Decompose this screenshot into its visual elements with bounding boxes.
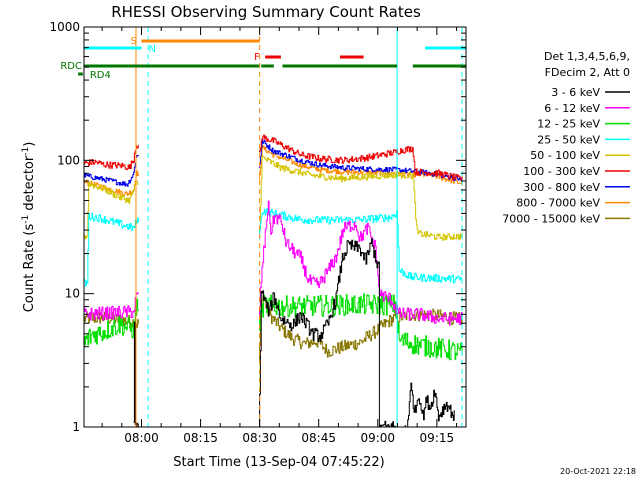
x-tick-label-4: 08:45	[301, 431, 336, 445]
y-tick-label-3: 100	[57, 153, 80, 167]
legend-label-4: 25 - 50 keV	[537, 133, 600, 146]
flag-label-n: N	[148, 44, 155, 55]
legend-label-7: 300 - 800 keV	[523, 181, 600, 194]
x-tick-label-5: 09:00	[360, 431, 395, 445]
flag-label-s: S	[130, 36, 136, 47]
legend-label-3: 12 - 25 keV	[537, 118, 600, 131]
flag-label-f: F	[254, 52, 260, 63]
y-tick-label-4: 1000	[49, 20, 80, 34]
series-layer	[84, 134, 463, 427]
y-label-mid: detector	[22, 155, 37, 215]
series-line-1	[133, 238, 455, 427]
x-tick-label-1: 08:00	[124, 431, 159, 445]
legend-label-5: 50 - 100 keV	[530, 149, 600, 162]
y-axis-label: Count Rate (s-1 detector-1)	[21, 142, 37, 313]
legend-label-8: 800 - 7000 keV	[516, 197, 600, 210]
y-label-main: Count Rate (s	[22, 224, 37, 313]
series-line-5	[84, 155, 463, 241]
y-label-end: )	[22, 142, 37, 147]
legend-label-1: 3 - 6 keV	[551, 86, 600, 99]
plot-frame	[83, 26, 467, 428]
date-stamp: 20-Oct-2021 22:18	[560, 467, 636, 476]
legend: 3 - 6 keV 6 - 12 keV 12 - 25 keV 25 - 50 ke…	[502, 86, 630, 225]
flag-label-rd4: RD4	[90, 70, 111, 81]
axis-layer: 08:00 08:15 08:30 08:45 09:00 09:15 1 10 100 1000	[49, 20, 466, 445]
series-line-3	[84, 293, 463, 361]
flag-bar-layer: S N F RDC RD4	[60, 36, 466, 81]
series-line-2	[84, 200, 463, 326]
legend-label-9: 7000 - 15000 keV	[502, 212, 600, 225]
legend-label-2: 6 - 12 keV	[544, 102, 600, 115]
legend-header-decimation: FDecim 2, Att 0	[545, 66, 630, 79]
series-line-7	[84, 138, 463, 187]
chart-title: RHESSI Observing Summary Count Rates	[111, 3, 421, 21]
series-line-6	[84, 134, 463, 181]
y-tick-label-2: 10	[65, 287, 80, 301]
series-line-4	[84, 208, 463, 287]
x-axis-label: Start Time (13-Sep-04 07:45:22)	[173, 455, 384, 470]
legend-header-detectors: Det 1,3,4,5,6,9,	[544, 50, 630, 63]
x-tick-label-3: 08:30	[242, 431, 277, 445]
y-label-sup2: -1	[21, 147, 31, 156]
x-tick-label-2: 08:15	[183, 431, 218, 445]
flag-label-rdc: RDC	[60, 61, 82, 72]
legend-label-6: 100 - 300 keV	[523, 165, 600, 178]
event-line-layer	[135, 27, 463, 427]
y-label-sup1: -1	[21, 215, 31, 224]
x-tick-label-6: 09:15	[420, 431, 455, 445]
y-tick-label-1: 1	[72, 420, 80, 434]
